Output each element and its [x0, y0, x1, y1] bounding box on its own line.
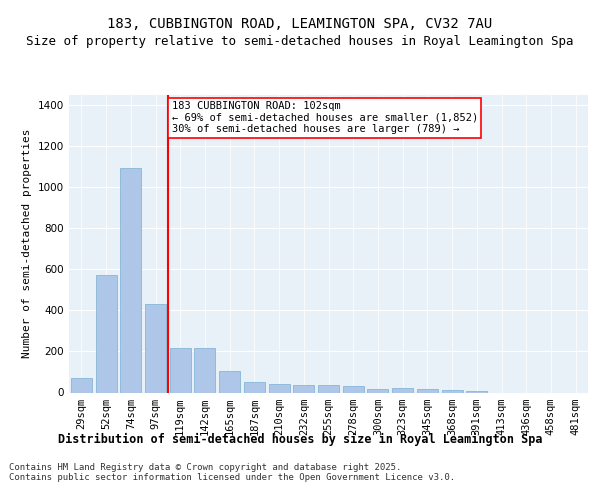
Text: Contains HM Land Registry data © Crown copyright and database right 2025.
Contai: Contains HM Land Registry data © Crown c… — [9, 462, 455, 482]
Bar — [194, 348, 215, 393]
Bar — [293, 384, 314, 392]
Bar — [145, 304, 166, 392]
Bar — [95, 274, 116, 392]
Bar — [367, 389, 388, 392]
Bar — [71, 378, 92, 392]
Bar — [170, 348, 191, 393]
Text: Distribution of semi-detached houses by size in Royal Leamington Spa: Distribution of semi-detached houses by … — [58, 432, 542, 446]
Bar — [244, 382, 265, 392]
Bar — [343, 386, 364, 392]
Bar — [417, 389, 438, 392]
Y-axis label: Number of semi-detached properties: Number of semi-detached properties — [22, 129, 32, 358]
Text: 183 CUBBINGTON ROAD: 102sqm
← 69% of semi-detached houses are smaller (1,852)
30: 183 CUBBINGTON ROAD: 102sqm ← 69% of sem… — [172, 101, 478, 134]
Text: 183, CUBBINGTON ROAD, LEAMINGTON SPA, CV32 7AU: 183, CUBBINGTON ROAD, LEAMINGTON SPA, CV… — [107, 18, 493, 32]
Bar — [442, 390, 463, 392]
Bar — [219, 371, 240, 392]
Text: Size of property relative to semi-detached houses in Royal Leamington Spa: Size of property relative to semi-detach… — [26, 35, 574, 48]
Bar — [392, 388, 413, 392]
Bar — [269, 384, 290, 392]
Bar — [120, 168, 141, 392]
Bar — [318, 384, 339, 392]
Bar — [466, 391, 487, 392]
